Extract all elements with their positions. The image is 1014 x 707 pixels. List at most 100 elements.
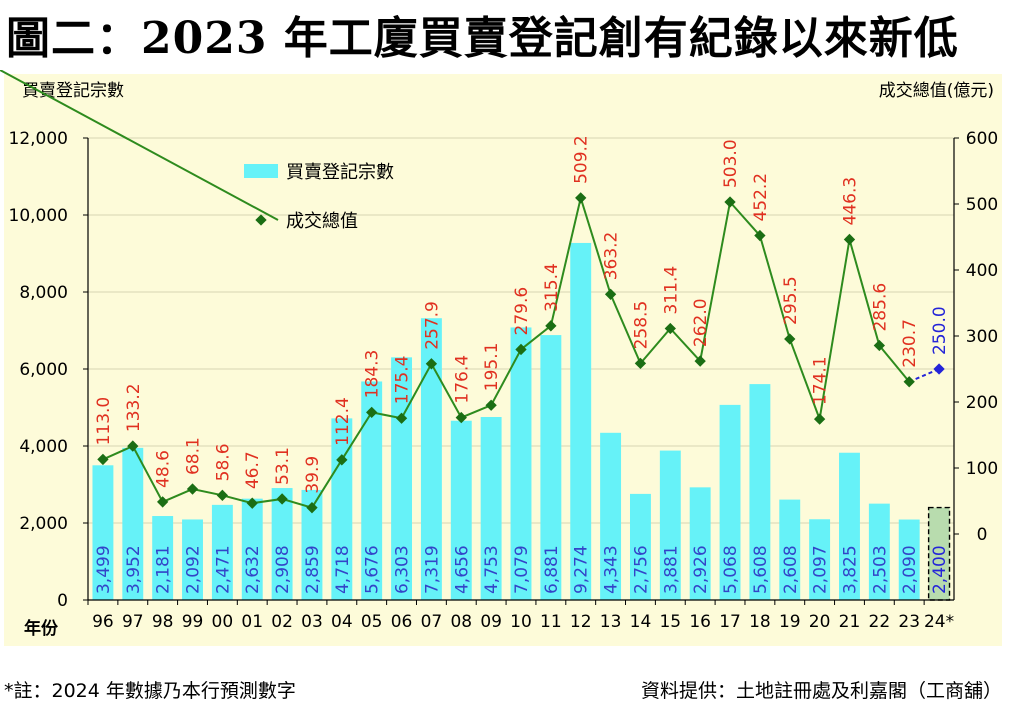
line-value-label: 446.3 [840, 177, 860, 226]
bar-value-label: 2,756 [631, 545, 651, 594]
line-marker [216, 489, 229, 501]
data-labels: 113.0 133.2 48.6 68.1 58.6 46.7 53.1 39.9 112.4 1… [94, 135, 950, 594]
bar [689, 487, 711, 600]
x-tick-label: 13 [600, 612, 622, 632]
x-tick-label: 03 [301, 612, 323, 632]
line-value-label: 58.6 [213, 443, 233, 481]
bar-value-label: 5,676 [363, 545, 383, 594]
bar [719, 404, 741, 600]
right-tick-label: 100 [966, 459, 998, 479]
x-tick-label: 17 [719, 612, 741, 632]
line-marker [545, 320, 557, 332]
x-tick-label: 20 [809, 612, 831, 632]
line-marker [784, 333, 796, 345]
line-marker [186, 483, 199, 495]
bar-value-label: 2,400 [930, 545, 950, 594]
line-value-label: 39.9 [303, 456, 323, 494]
x-tick-label: 06 [391, 612, 413, 632]
line-value-label: 311.4 [661, 266, 681, 315]
bar [809, 519, 831, 600]
bar [839, 452, 860, 600]
right-tick-label: 0 [977, 525, 988, 545]
line-value-label: 509.2 [572, 135, 592, 184]
line-value-label: 174.1 [811, 356, 831, 405]
bar [361, 381, 383, 600]
line-marker [873, 339, 886, 352]
bar [570, 242, 592, 601]
line-value-label: 113.0 [94, 397, 114, 446]
line-value-label: 46.7 [243, 451, 263, 489]
right-axis-label: 成交總值(億元) [879, 81, 994, 101]
line-value-label: 250.0 [930, 306, 950, 355]
value-line-path [102, 194, 910, 509]
x-tick-label: 99 [182, 612, 204, 632]
line-marker [306, 502, 318, 514]
line-value-label: 112.4 [333, 397, 353, 446]
bar-value-label: 5,068 [721, 545, 741, 594]
bar [152, 516, 174, 600]
right-tick-label: 600 [966, 129, 998, 149]
bar-value-label: 4,656 [452, 545, 472, 594]
line-value-label: 262.0 [691, 298, 711, 347]
bar-value-label: 6,303 [393, 545, 413, 594]
line-marker [156, 496, 169, 508]
line-marker [754, 229, 766, 242]
bar-value-label: 2,608 [781, 545, 801, 594]
line-marker [395, 412, 408, 424]
bar [898, 519, 920, 600]
line-marker [724, 196, 736, 208]
bar [211, 504, 233, 600]
legend-line-swatch [0, 70, 279, 221]
left-tick-label: 8,000 [19, 283, 68, 303]
bar-value-label: 2,859 [303, 545, 323, 594]
bar [480, 417, 502, 600]
line-value-label: 279.6 [512, 287, 532, 336]
bar [749, 384, 771, 600]
bar [122, 447, 144, 600]
x-tick-label: 08 [450, 612, 472, 632]
line-marker [664, 322, 676, 335]
source-credit: 資料提供：土地註冊處及利嘉閣（工商舖） [640, 680, 1002, 702]
bar-value-label: 3,952 [124, 545, 144, 594]
legend-line-marker [255, 214, 267, 226]
chart: 02,0004,0006,0008,00010,00012,0000100200… [0, 70, 1002, 646]
x-tick-label: 05 [361, 612, 383, 632]
legend: 買賣登記宗數 成交總值 [0, 70, 394, 232]
line-value-label: 452.2 [751, 173, 771, 222]
line-value-label: 133.2 [124, 383, 144, 432]
line-value-label: 295.5 [781, 276, 801, 325]
x-tick-label: 97 [122, 612, 144, 632]
bar-value-label: 2,092 [184, 545, 204, 594]
left-tick-label: 0 [57, 591, 68, 611]
line-marker [455, 411, 467, 424]
x-tick-label: 16 [689, 612, 711, 632]
line-marker [813, 413, 826, 425]
bar-value-label: 3,881 [661, 545, 681, 594]
bar-value-label: 2,090 [900, 545, 920, 594]
bar-value-label: 2,181 [154, 545, 174, 594]
bar-value-label: 2,097 [811, 545, 831, 594]
bar-value-label: 4,753 [482, 545, 502, 594]
line-marker [634, 357, 647, 370]
line-marker [515, 343, 527, 356]
x-tick-label: 15 [659, 612, 681, 632]
line-value-label: 258.5 [631, 301, 651, 350]
x-tick-label: 01 [241, 612, 263, 632]
bar [600, 432, 622, 600]
legend-bar-swatch [244, 164, 278, 178]
line-value-label: 175.4 [393, 356, 413, 405]
line-marker [604, 288, 617, 300]
bar-value-label: 6,881 [542, 545, 562, 594]
legend-bar-label: 買賣登記宗數 [286, 162, 394, 183]
bar-value-label: 9,274 [572, 545, 592, 594]
line-marker [336, 454, 348, 466]
x-tick-label: 21 [839, 612, 861, 632]
right-tick-label: 200 [966, 393, 998, 413]
line-value-label: 176.4 [452, 355, 472, 404]
line-marker [366, 406, 378, 419]
bar [868, 503, 890, 600]
x-tick-label: 22 [869, 612, 891, 632]
left-tick-label: 6,000 [19, 360, 68, 380]
bar-value-label: 7,079 [512, 545, 532, 594]
bar-value-label: 4,343 [602, 545, 622, 594]
